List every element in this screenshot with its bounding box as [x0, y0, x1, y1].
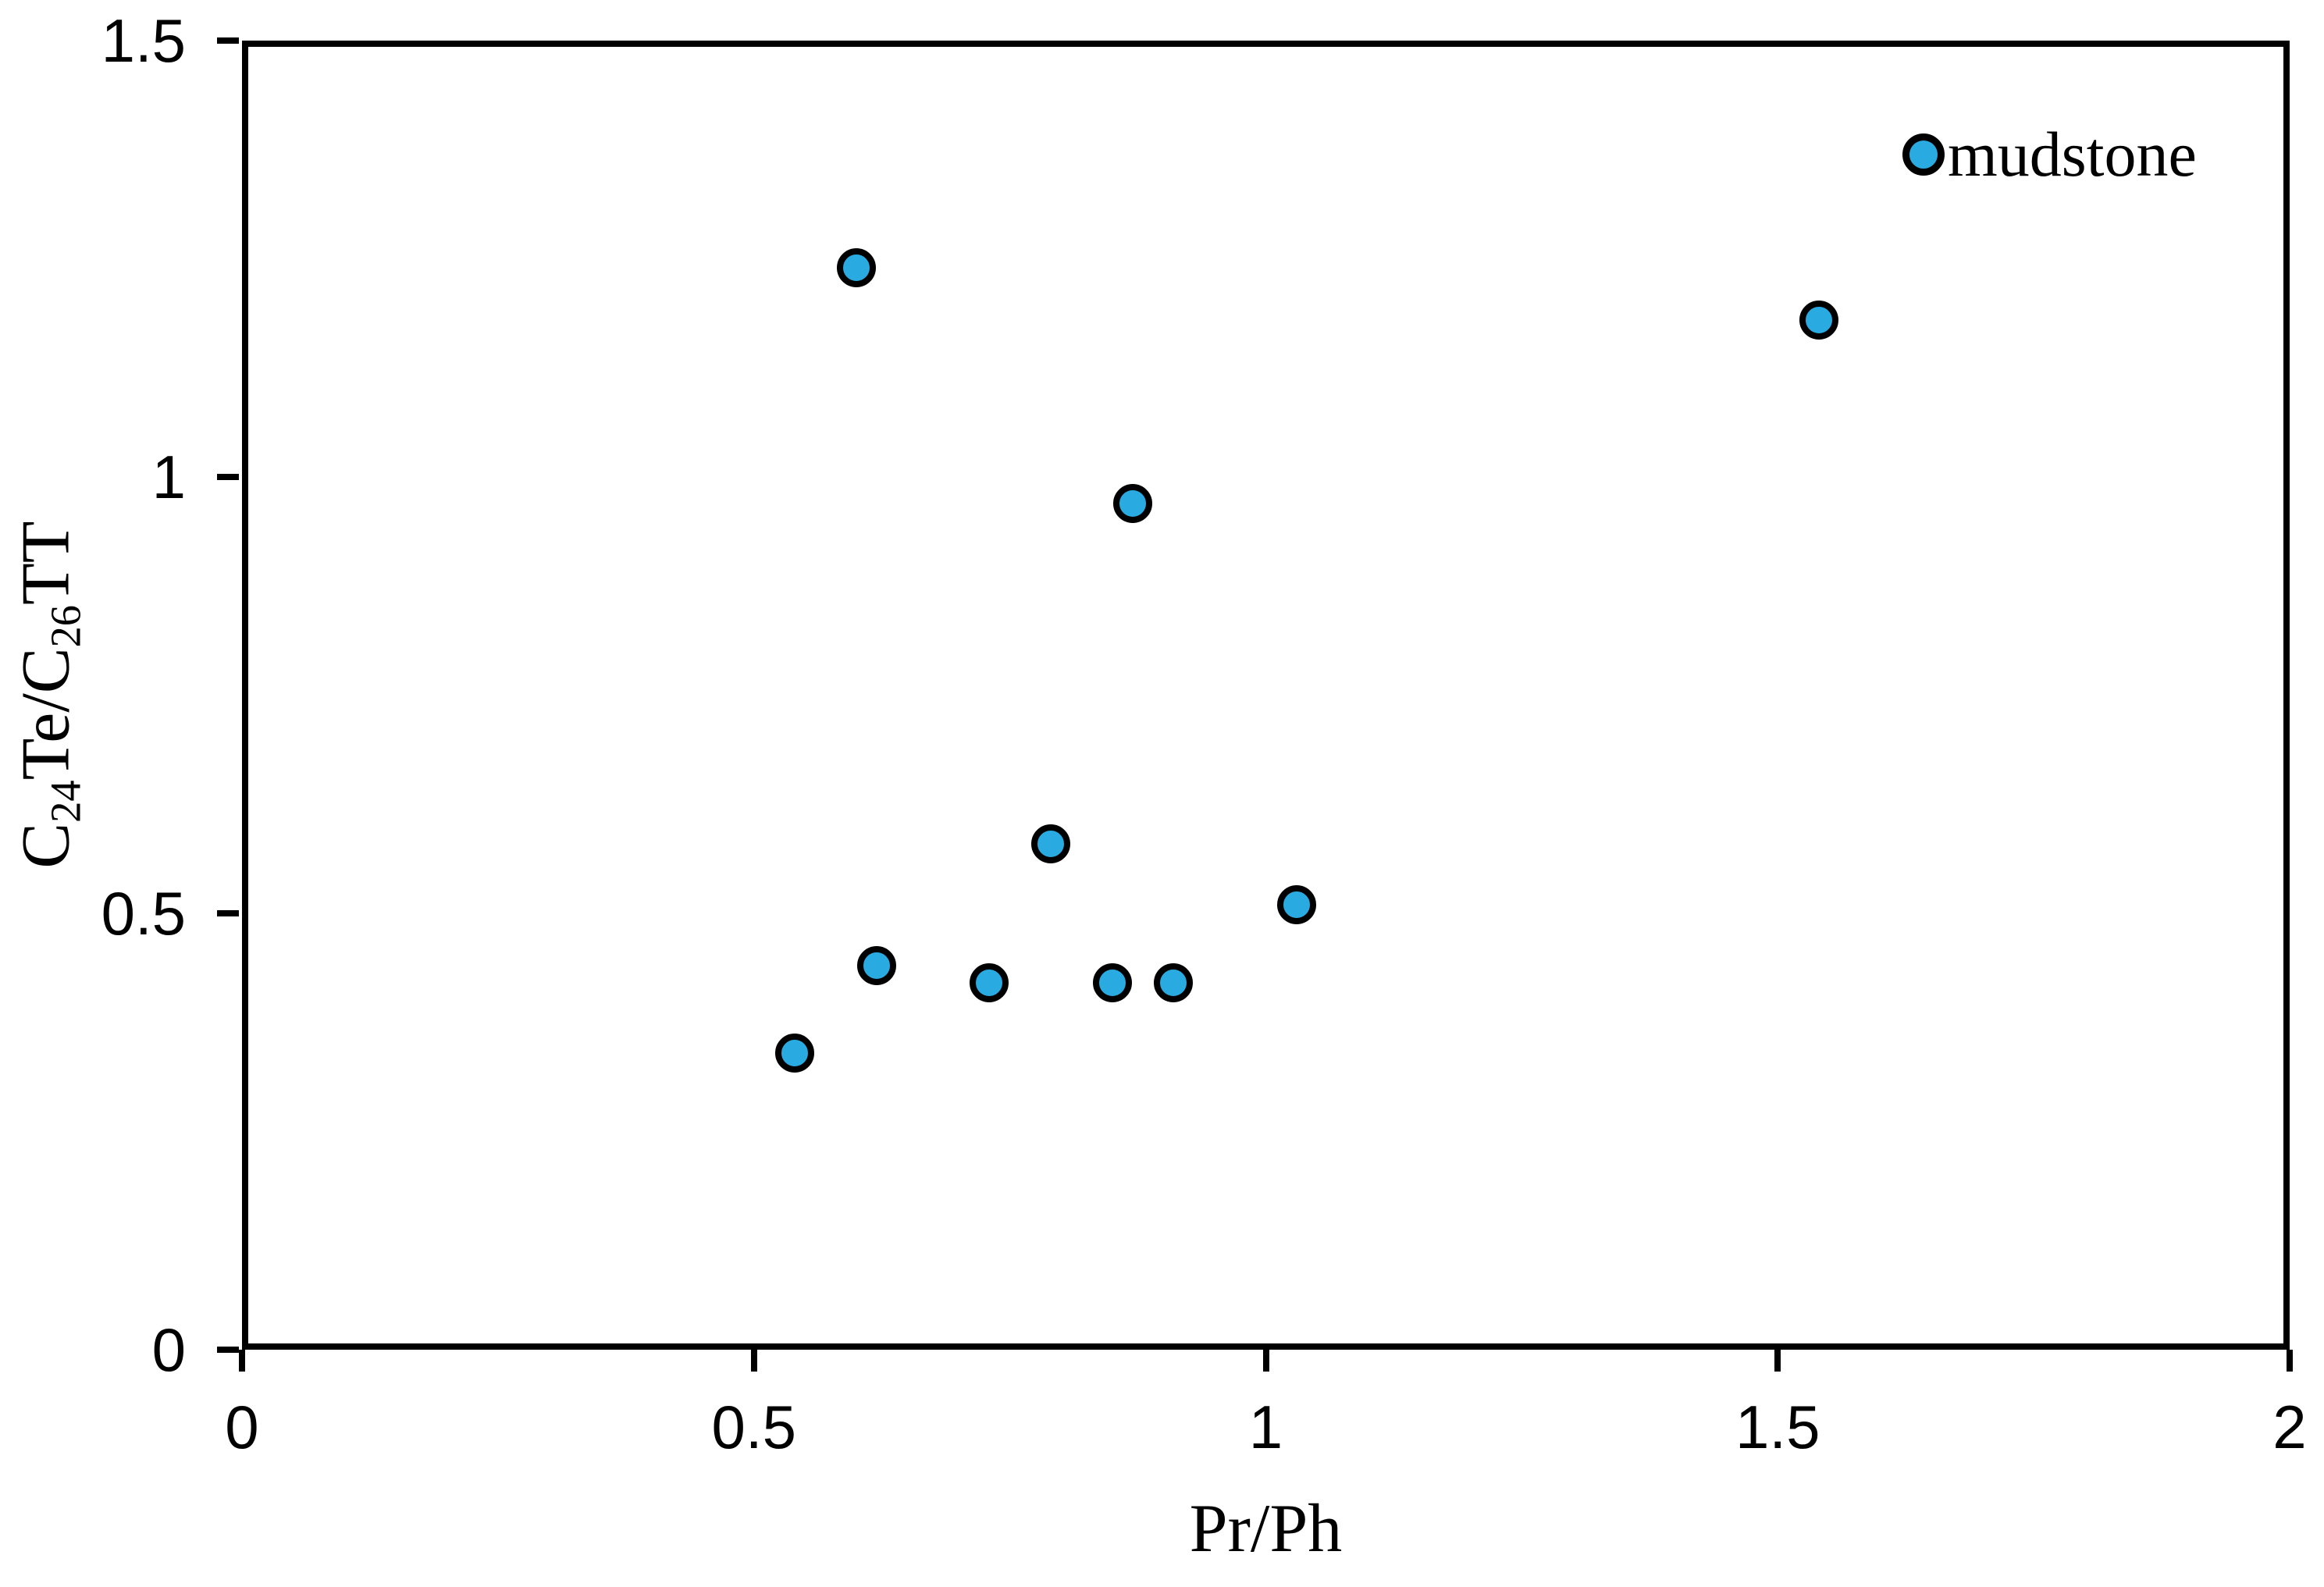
data-point [1276, 884, 1316, 924]
y-axis-title-subscript: 26 [41, 604, 90, 648]
y-tick-label: 0 [151, 1315, 186, 1384]
x-tick-label: 0 [225, 1393, 259, 1461]
x-tick-label: 1 [1248, 1393, 1283, 1461]
y-axis-title-text: Te/C [8, 647, 84, 781]
data-point [1092, 963, 1132, 1003]
legend-marker-circle-icon [1902, 133, 1945, 176]
y-tick-label: 1.5 [101, 6, 186, 75]
x-tick-mark [1774, 1350, 1781, 1372]
x-tick-mark [750, 1350, 757, 1372]
data-point [1031, 824, 1071, 863]
y-axis-title-text: TT [8, 521, 84, 605]
plot-area [242, 41, 2290, 1350]
data-point [1154, 963, 1194, 1003]
x-tick-label: 0.5 [711, 1393, 796, 1461]
data-point [775, 1033, 815, 1073]
y-tick-mark [217, 1347, 239, 1353]
y-axis-title: C24Te/C26TT [6, 521, 90, 868]
x-tick-mark [239, 1350, 245, 1372]
x-axis-title: Pr/Ph [1189, 1491, 1343, 1567]
data-point [1113, 483, 1152, 523]
data-point [836, 247, 876, 287]
y-axis-title-subscript: 24 [41, 780, 90, 823]
y-tick-mark [217, 474, 239, 480]
x-tick-mark [1262, 1350, 1269, 1372]
y-tick-mark [217, 37, 239, 44]
y-tick-label: 1 [151, 443, 186, 511]
data-point [1799, 300, 1838, 340]
y-tick-mark [217, 910, 239, 916]
legend: mudstone [1902, 116, 2197, 194]
x-tick-label: 1.5 [1735, 1393, 1820, 1461]
data-point [857, 946, 897, 986]
data-point [970, 963, 1009, 1003]
y-tick-label: 0.5 [101, 879, 186, 948]
y-axis-title-text: C [8, 822, 84, 869]
x-tick-label: 2 [2272, 1393, 2307, 1461]
legend-label: mudstone [1948, 119, 2197, 190]
x-tick-mark [2287, 1350, 2293, 1372]
